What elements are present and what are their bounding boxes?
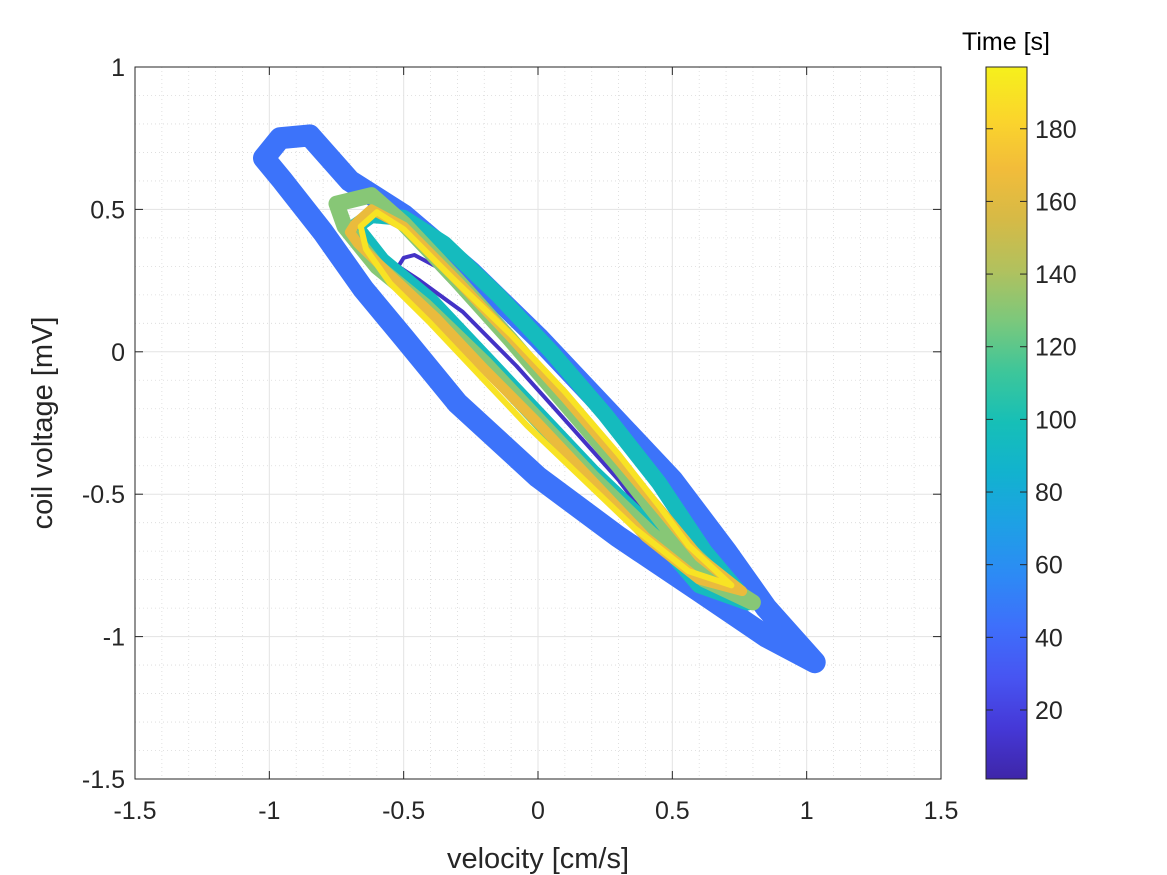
colorbar-tick-label: 120	[1035, 334, 1077, 362]
x-tick-label: 0.5	[655, 797, 690, 825]
x-tick-label: -0.5	[382, 797, 425, 825]
y-axis-label: coil voltage [mV]	[27, 317, 59, 530]
y-tick-label: 0.5	[90, 196, 125, 224]
colorbar-tick-label: 180	[1035, 116, 1077, 144]
colorbar	[985, 66, 1028, 780]
colorbar-tick-label: 20	[1035, 697, 1063, 725]
y-tick-label: -0.5	[82, 481, 125, 509]
colorbar-tick-label: 160	[1035, 188, 1077, 216]
y-tick-label: -1	[103, 624, 125, 652]
x-axis-label: velocity [cm/s]	[447, 843, 629, 875]
y-tick-label: 1	[111, 54, 125, 82]
series-trajectory-5	[357, 209, 735, 589]
y-tick-label: 0	[111, 339, 125, 367]
colorbar-axis: 20 40 60 80 100 120 140 160 180	[986, 116, 1077, 725]
x-tick-label: -1	[258, 797, 280, 825]
colorbar-tick-label: 60	[1035, 552, 1063, 580]
x-tick-label: 1	[800, 797, 814, 825]
y-axis: -1.5 -1 -0.5 0 0.5 1	[82, 54, 941, 794]
y-tick-label: -1.5	[82, 766, 125, 794]
colorbar-tick-label: 80	[1035, 479, 1063, 507]
data-series-layer	[253, 124, 826, 674]
colorbar-tick-label: 100	[1035, 406, 1077, 434]
x-tick-label: -1.5	[113, 797, 156, 825]
x-tick-label: 1.5	[924, 797, 959, 825]
colorbar-tick-label: 40	[1035, 624, 1063, 652]
x-tick-label: 0	[531, 797, 545, 825]
x-axis: -1.5 -1 -0.5 0 0.5 1 1.5	[113, 67, 958, 825]
colorbar-title: Time [s]	[962, 28, 1050, 56]
colorbar-tick-label: 140	[1035, 261, 1077, 289]
